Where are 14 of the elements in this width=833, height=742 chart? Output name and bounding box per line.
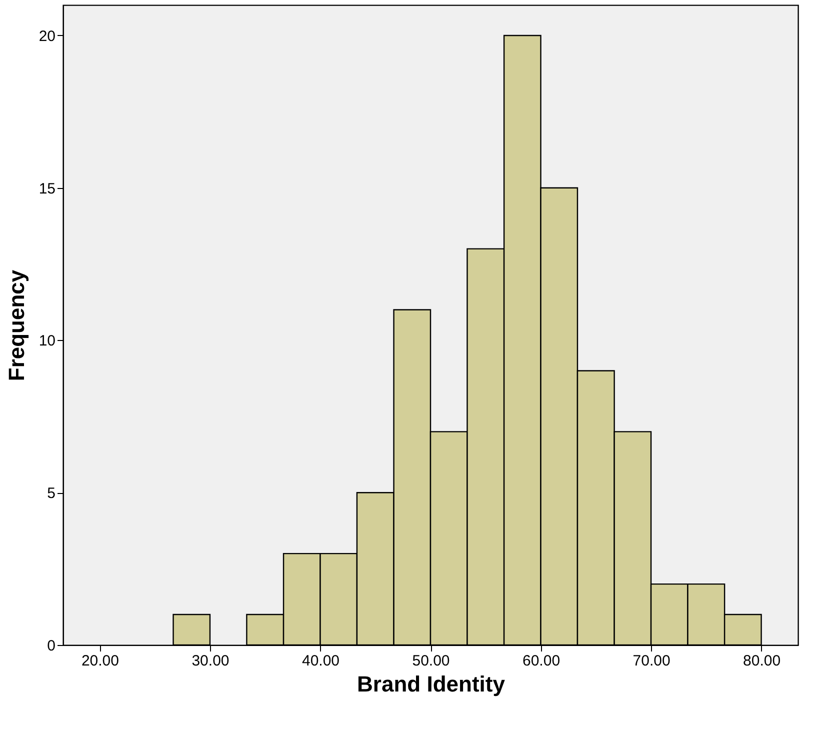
x-tick-label: 20.00 xyxy=(81,652,119,670)
y-tick-label: 5 xyxy=(47,485,56,502)
x-tick-label: 60.00 xyxy=(522,652,560,670)
x-tick-label: 50.00 xyxy=(412,652,450,670)
y-tick-label: 0 xyxy=(47,638,56,654)
y-tick-label: 15 xyxy=(38,180,56,198)
y-tick-label: 10 xyxy=(38,332,56,350)
x-tick-label: 80.00 xyxy=(743,652,781,670)
x-tick-label: 40.00 xyxy=(302,652,340,670)
x-axis-title: Brand Identity xyxy=(357,672,506,696)
x-tick-label: 30.00 xyxy=(192,652,230,670)
y-axis-title: Frequency xyxy=(4,269,29,382)
x-tick-label: 70.00 xyxy=(632,652,670,670)
y-tick-label: 20 xyxy=(38,28,56,45)
